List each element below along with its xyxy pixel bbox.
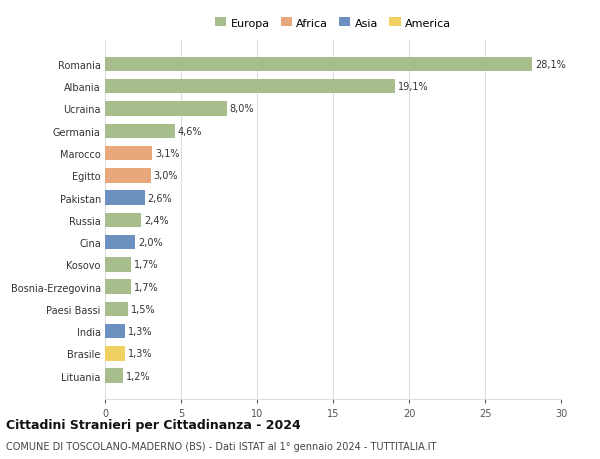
Bar: [105, 124, 175, 139]
Text: 1,5%: 1,5%: [131, 304, 155, 314]
Bar: [105, 168, 151, 183]
Bar: [105, 302, 128, 316]
Text: 1,3%: 1,3%: [128, 349, 152, 358]
Text: 2,0%: 2,0%: [139, 238, 163, 247]
Bar: [105, 324, 125, 339]
Text: 28,1%: 28,1%: [535, 60, 566, 70]
Bar: [105, 213, 142, 228]
Text: COMUNE DI TOSCOLANO-MADERNO (BS) - Dati ISTAT al 1° gennaio 2024 - TUTTITALIA.IT: COMUNE DI TOSCOLANO-MADERNO (BS) - Dati …: [6, 441, 436, 451]
Bar: [105, 369, 123, 383]
Text: 3,0%: 3,0%: [154, 171, 178, 181]
Text: 3,1%: 3,1%: [155, 149, 179, 159]
Bar: [105, 280, 131, 294]
Legend: Europa, Africa, Asia, America: Europa, Africa, Asia, America: [215, 18, 451, 28]
Text: 19,1%: 19,1%: [398, 82, 429, 92]
Text: 2,6%: 2,6%: [148, 193, 172, 203]
Bar: [105, 235, 136, 250]
Text: 1,7%: 1,7%: [134, 260, 158, 270]
Bar: [105, 146, 152, 161]
Bar: [105, 347, 125, 361]
Bar: [105, 80, 395, 94]
Text: 2,4%: 2,4%: [145, 215, 169, 225]
Bar: [105, 257, 131, 272]
Text: 1,7%: 1,7%: [134, 282, 158, 292]
Bar: [105, 191, 145, 205]
Text: 1,3%: 1,3%: [128, 326, 152, 336]
Text: 4,6%: 4,6%: [178, 127, 202, 136]
Bar: [105, 57, 532, 72]
Bar: [105, 102, 227, 117]
Text: 1,2%: 1,2%: [126, 371, 151, 381]
Text: 8,0%: 8,0%: [230, 104, 254, 114]
Text: Cittadini Stranieri per Cittadinanza - 2024: Cittadini Stranieri per Cittadinanza - 2…: [6, 418, 301, 431]
